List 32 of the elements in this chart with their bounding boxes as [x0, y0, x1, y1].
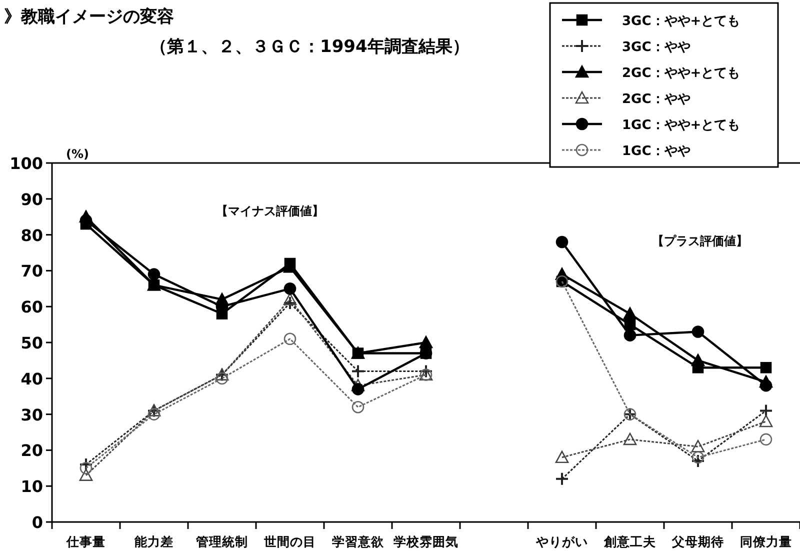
- x-tick-label: 創意工夫: [603, 534, 657, 549]
- y-tick-label: 20: [20, 441, 43, 460]
- y-tick-label: 10: [20, 477, 43, 496]
- legend-label: 1GC：やや: [622, 144, 690, 159]
- y-axis-title: (%): [66, 147, 89, 161]
- x-tick-label: 父母期待: [671, 534, 724, 549]
- legend-label: 2GC：やや+とても: [622, 66, 740, 81]
- legend-label: 1GC：やや+とても: [622, 118, 740, 133]
- x-tick-label: 能力差: [134, 534, 174, 549]
- annotation: 【プラス評価値】: [652, 234, 748, 248]
- x-tick-label: 学校雰囲気: [394, 534, 458, 549]
- y-tick-label: 50: [20, 334, 43, 352]
- y-tick-label: 70: [20, 262, 43, 281]
- y-tick-label: 80: [20, 226, 43, 245]
- annotation: 【マイナス評価値】: [216, 204, 324, 218]
- x-tick-label: やりがい: [535, 534, 588, 549]
- legend-label: 2GC：やや: [622, 92, 690, 107]
- y-tick-label: 40: [20, 369, 43, 388]
- x-tick-label: 同僚力量: [740, 534, 792, 549]
- y-tick-label: 60: [20, 298, 43, 317]
- chart-title: 》教職イメージの変容: [4, 7, 174, 27]
- legend-label: 3GC：やや: [622, 40, 690, 55]
- legend-label: 3GC：やや+とても: [622, 14, 740, 29]
- x-tick-label: 学習意欲: [332, 534, 385, 549]
- y-tick-label: 0: [32, 513, 43, 532]
- chart-subtitle: （第１、２、３ＧＣ：1994年調査結果）: [150, 37, 470, 57]
- x-tick-label: 仕事量: [66, 534, 106, 549]
- x-tick-label: 世間の目: [263, 534, 316, 549]
- y-tick-label: 90: [20, 190, 43, 209]
- y-tick-label: 30: [20, 405, 43, 424]
- y-tick-label: 100: [10, 154, 43, 173]
- x-tick-label: 管理統制: [195, 534, 248, 549]
